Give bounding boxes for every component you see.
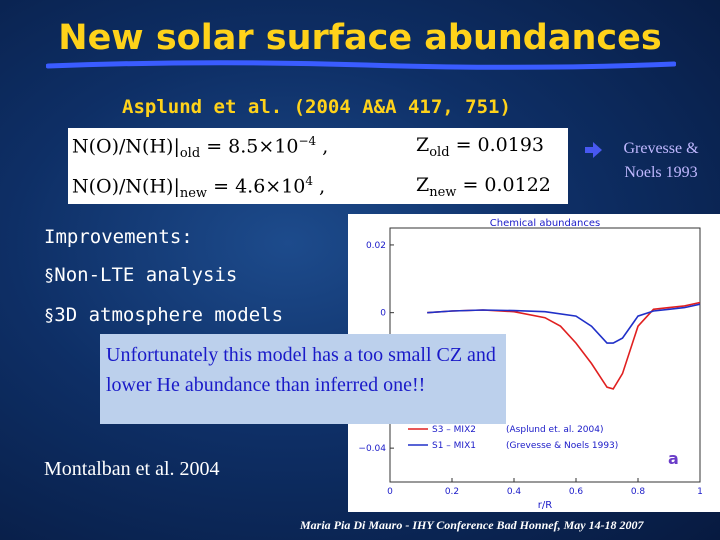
improvements-heading: Improvements:: [44, 226, 193, 248]
note-box: Unfortunately this model has a too small…: [100, 334, 506, 424]
citation: Asplund et al. (2004 A&A 417, 751): [122, 96, 511, 118]
arrow-right-icon: [585, 142, 602, 158]
bullet-3d-models: §3D atmosphere models: [44, 304, 284, 326]
y-tick-label: 0.02: [366, 241, 386, 251]
x-tick-label: 1: [697, 487, 703, 497]
x-tick-label: 0: [387, 487, 393, 497]
footer: Maria Pia Di Mauro - IHY Conference Bad …: [300, 518, 644, 532]
formula-z-new: Znew = 0.0122: [416, 174, 551, 200]
chart-title: Chemical abundances: [490, 218, 600, 229]
formula-no-old: N(O)/N(H)|old = 8.5×10−4 ,: [72, 134, 329, 162]
montalban-citation: Montalban et al. 2004: [44, 458, 220, 480]
legend-label-1: S1 – MIX1: [432, 441, 476, 451]
y-tick-label: −0.04: [358, 444, 386, 454]
x-axis-label: r/R: [538, 500, 552, 511]
legend-desc-0: (Asplund et. al. 2004): [506, 425, 604, 435]
x-tick-label: 0.6: [569, 487, 584, 497]
series-line-1: [427, 303, 701, 344]
bullet-non-lte: §Non-LTE analysis: [44, 264, 238, 286]
bullet-icon: §: [44, 306, 55, 326]
y-tick-label: 0: [380, 309, 386, 319]
x-tick-label: 0.2: [445, 487, 459, 497]
reference-label: Grevesse & Noels 1993: [623, 140, 699, 181]
title-underline: [46, 60, 676, 70]
panel-letter: a: [668, 449, 679, 468]
slide-title: New solar surface abundances: [58, 18, 662, 58]
formula-no-new: N(O)/N(H)|new = 4.6×104 ,: [72, 174, 326, 202]
formula-box: N(O)/N(H)|old = 8.5×10−4 , Zold = 0.0193…: [68, 128, 568, 204]
x-tick-label: 0.4: [507, 487, 522, 497]
x-tick-label: 0.8: [631, 487, 646, 497]
abundance-chart: Chemical abundances 0 0.2 0.4 0.6 0.8 1 r/R 0.02…: [351, 218, 703, 511]
legend-desc-1: (Grevesse & Noels 1993): [506, 441, 618, 451]
legend-label-0: S3 – MIX2: [432, 425, 476, 435]
bullet-icon: §: [44, 266, 55, 286]
formula-z-old: Zold = 0.0193: [416, 134, 545, 160]
